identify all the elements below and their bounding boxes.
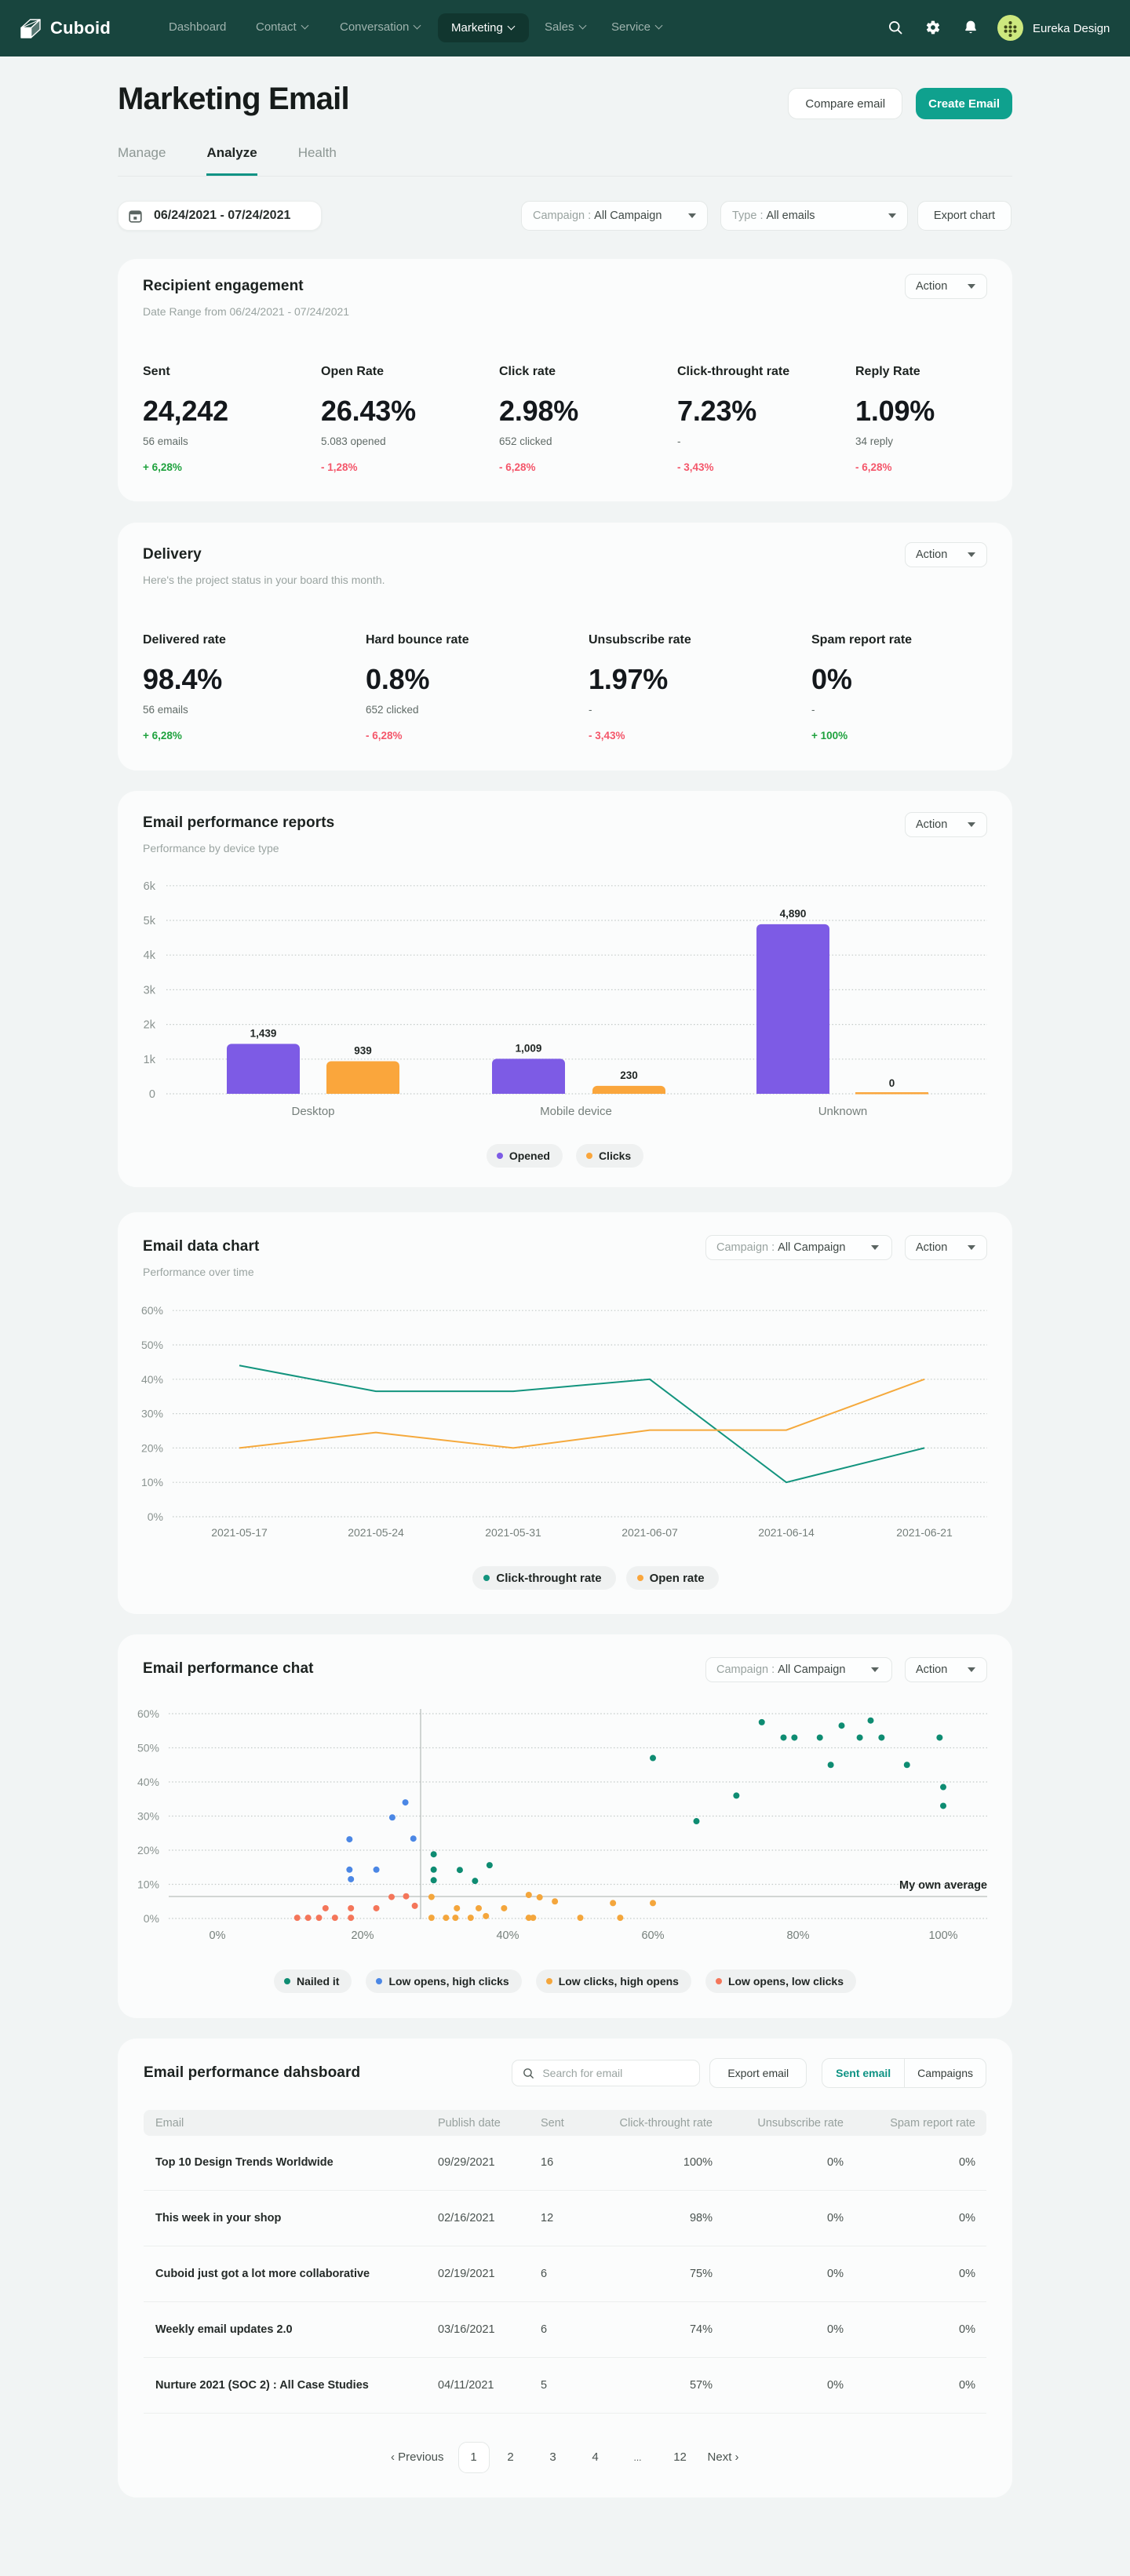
svg-text:80%: 80% — [786, 1929, 809, 1942]
svg-text:0%: 0% — [148, 1510, 163, 1523]
svg-text:60%: 60% — [141, 1304, 163, 1317]
svg-text:1,009: 1,009 — [516, 1042, 542, 1054]
svg-text:0: 0 — [149, 1088, 155, 1101]
svg-text:2021-06-21: 2021-06-21 — [896, 1526, 953, 1539]
svg-text:40%: 40% — [141, 1373, 163, 1386]
svg-text:My own average: My own average — [899, 1879, 987, 1892]
svg-text:50%: 50% — [137, 1742, 159, 1754]
svg-text:20%: 20% — [137, 1844, 159, 1856]
svg-text:20%: 20% — [141, 1441, 163, 1454]
svg-text:0%: 0% — [144, 1912, 159, 1925]
svg-text:2k: 2k — [144, 1019, 156, 1032]
svg-text:20%: 20% — [351, 1929, 374, 1942]
svg-text:Unknown: Unknown — [818, 1105, 868, 1118]
svg-text:Mobile device: Mobile device — [540, 1105, 612, 1118]
svg-text:0: 0 — [889, 1077, 895, 1089]
svg-text:40%: 40% — [496, 1929, 519, 1942]
svg-text:10%: 10% — [137, 1878, 159, 1891]
svg-text:Desktop: Desktop — [291, 1105, 334, 1118]
svg-text:40%: 40% — [137, 1776, 159, 1788]
svg-text:2021-06-07: 2021-06-07 — [622, 1526, 678, 1539]
svg-text:2021-05-31: 2021-05-31 — [485, 1526, 541, 1539]
svg-text:1,439: 1,439 — [250, 1027, 277, 1039]
svg-text:30%: 30% — [141, 1408, 163, 1420]
svg-text:30%: 30% — [137, 1810, 159, 1823]
svg-text:5k: 5k — [144, 915, 156, 927]
svg-text:4k: 4k — [144, 949, 156, 962]
svg-text:230: 230 — [620, 1069, 638, 1081]
svg-text:1k: 1k — [144, 1054, 156, 1066]
svg-text:0%: 0% — [210, 1929, 226, 1942]
svg-text:939: 939 — [354, 1044, 372, 1056]
svg-text:100%: 100% — [928, 1929, 957, 1942]
svg-text:3k: 3k — [144, 984, 156, 997]
svg-text:60%: 60% — [137, 1707, 159, 1720]
svg-text:2021-06-14: 2021-06-14 — [758, 1526, 815, 1539]
svg-text:6k: 6k — [144, 880, 156, 893]
svg-text:4,890: 4,890 — [780, 908, 807, 920]
svg-text:50%: 50% — [141, 1339, 163, 1351]
svg-text:10%: 10% — [141, 1476, 163, 1488]
svg-text:60%: 60% — [641, 1929, 664, 1942]
svg-text:2021-05-17: 2021-05-17 — [211, 1526, 268, 1539]
svg-text:2021-05-24: 2021-05-24 — [348, 1526, 404, 1539]
